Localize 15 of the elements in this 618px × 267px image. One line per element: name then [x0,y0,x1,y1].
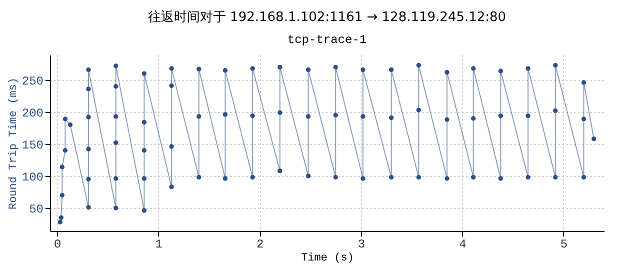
y-tick-label: 250 [22,74,44,88]
x-tick-label: 2 [256,238,264,252]
chart-subtitle: tcp-trace-1 [287,33,367,47]
y-tick-label: 100 [22,170,44,184]
y-tick-label: 200 [22,106,44,120]
x-tick-label: 0 [54,238,62,252]
x-axis-title: Time (s) [301,252,354,264]
y-axis-title: Round Trip Time (ms) [8,77,20,210]
chart-title: 往返时间对于 192.168.1.102:1161 → 128.119.245.12:80 [148,10,506,25]
x-tick-label: 3 [358,238,366,252]
x-tick-label: 4 [459,238,466,252]
x-tick-label: 1 [155,238,162,252]
y-tick-label: 50 [29,202,44,216]
y-tick-label: 150 [22,138,44,152]
x-tick-label: 5 [560,238,568,252]
